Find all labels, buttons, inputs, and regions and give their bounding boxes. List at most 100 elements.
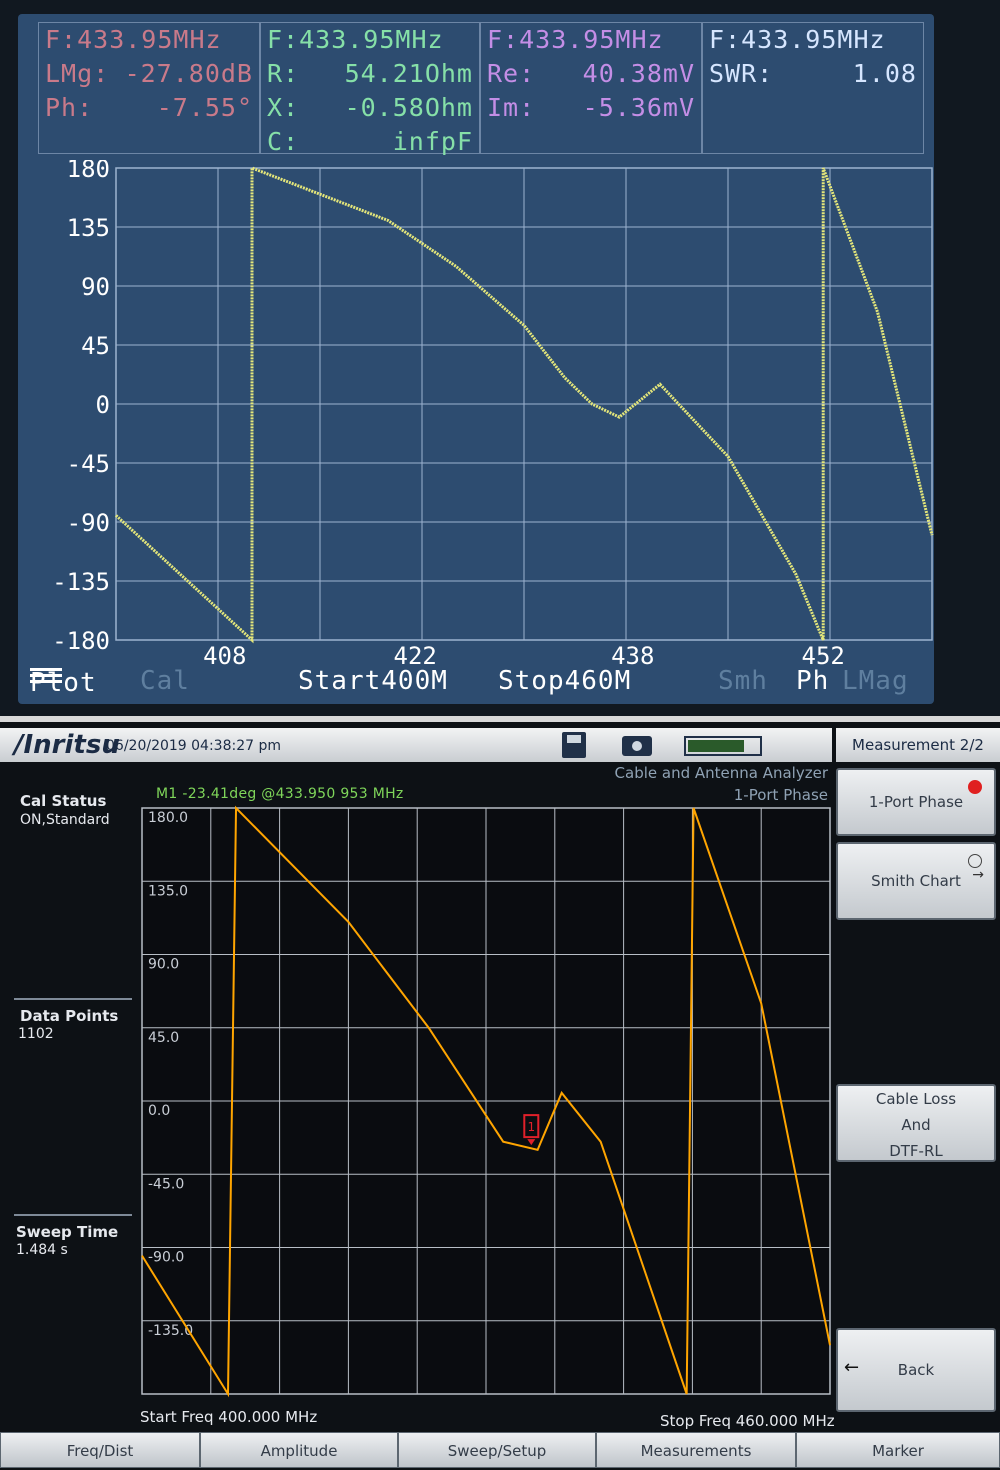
analyzer-mode: Cable and Antenna Analyzer bbox=[614, 764, 828, 782]
marker-number: 1 bbox=[527, 1120, 535, 1134]
anritsu-screen: /Inritsu 06/20/2019 04:38:27 pm Cable an… bbox=[0, 722, 1000, 1470]
cal-status-value: ON,Standard bbox=[20, 812, 110, 828]
measurement-mode: 1-Port Phase bbox=[733, 786, 828, 804]
x-tick-label: 438 bbox=[611, 642, 654, 670]
smith-chart-label: Smith Chart bbox=[871, 872, 961, 890]
vna-display bbox=[18, 14, 934, 704]
cable-loss-label-3: DTF-RL bbox=[889, 1142, 943, 1160]
swr-freq: F:433.95MHz bbox=[709, 25, 886, 54]
phase-plot-top: 180 135 90 45 0 -45 -90 -135 -180 408 422 438 452 bbox=[52, 160, 934, 670]
swr-label: SWR: bbox=[709, 59, 774, 88]
c-value: infpF bbox=[392, 127, 473, 156]
cable-loss-label-1: Cable Loss bbox=[875, 1090, 957, 1108]
y-tick-label: 45 bbox=[81, 332, 110, 360]
stop-freq: Stop Freq 460.000 MHz bbox=[660, 1412, 835, 1430]
y-tick-label: 0 bbox=[96, 391, 110, 419]
swr-panel: F:433.95MHz SWR: 1.08 bbox=[702, 22, 924, 154]
sidebar-divider bbox=[14, 1214, 132, 1216]
marker-readout: M1 -23.41deg @433.950 953 MHz bbox=[156, 786, 404, 802]
one-port-phase-button[interactable]: 1-Port Phase bbox=[836, 768, 996, 836]
softkey-menu-title: Measurement 2/2 bbox=[836, 728, 1000, 762]
y-tick-label: -45.0 bbox=[148, 1176, 184, 1192]
swr-value: 1.08 bbox=[852, 59, 917, 88]
re-label: Re: bbox=[487, 59, 536, 88]
impedance-panel: F:433.95MHz R: 54.21Ohm X: -0.58Ohm C: infp… bbox=[260, 22, 480, 156]
main-menu-bar: Freq/Dist Amplitude Sweep/Setup Measurem… bbox=[0, 1430, 1000, 1470]
lmag-mode-button[interactable]: LMag bbox=[842, 666, 909, 696]
status-header: /Inritsu 06/20/2019 04:38:27 pm bbox=[0, 728, 832, 762]
ph-label: Ph: bbox=[45, 93, 94, 122]
y-tick-label: -90.0 bbox=[148, 1250, 184, 1266]
marker-pointer bbox=[527, 1139, 536, 1146]
r-value: 54.21Ohm bbox=[344, 59, 473, 88]
y-tick-label: 180 bbox=[67, 160, 110, 183]
y-tick-label: 45.0 bbox=[148, 1030, 179, 1046]
x-label: X: bbox=[267, 93, 300, 122]
sweep-time-value: 1.484 s bbox=[16, 1242, 68, 1258]
vna-bottom-bar: Plot Cal Start400M Stop460M Smh Ph LMag bbox=[0, 664, 1000, 704]
rx-freq: F:433.95MHz bbox=[267, 25, 444, 54]
y-tick-label: -45 bbox=[67, 450, 110, 478]
battery-icon bbox=[684, 736, 762, 756]
save-icon[interactable] bbox=[562, 732, 586, 758]
x-tick-label: 452 bbox=[802, 642, 845, 670]
ph-value: -7.55° bbox=[156, 93, 253, 122]
cal-status-label: Cal Status bbox=[20, 792, 107, 810]
plot-menu-icon bbox=[30, 668, 62, 686]
x-value: -0.58Ohm bbox=[344, 93, 473, 122]
im-label: Im: bbox=[487, 93, 536, 122]
marker-box bbox=[523, 1114, 540, 1139]
phase-mode-button[interactable]: Ph bbox=[796, 666, 830, 696]
sidebar-divider bbox=[14, 998, 132, 1000]
cable-loss-button[interactable]: Cable Loss And DTF-RL bbox=[836, 1084, 996, 1162]
back-arrow-icon: ← bbox=[844, 1357, 860, 1378]
menu-amplitude[interactable]: Amplitude bbox=[200, 1432, 398, 1468]
data-points-label: Data Points bbox=[20, 1007, 119, 1025]
menu-sweep-setup[interactable]: Sweep/Setup bbox=[398, 1432, 596, 1468]
back-button[interactable]: Back ← bbox=[836, 1328, 996, 1412]
phase-plot-bottom: 180.0 135.0 90.0 45.0 0.0 -45.0 -90.0 -135.0 1 bbox=[141, 805, 831, 1398]
smith-chart-button[interactable]: Smith Chart → bbox=[836, 842, 996, 920]
r-label: R: bbox=[267, 59, 300, 88]
plot-label: Plot bbox=[30, 668, 97, 698]
start-freq: Start Freq 400.000 MHz bbox=[140, 1408, 318, 1426]
lmg-value: -27.80dB bbox=[124, 59, 253, 88]
phase-trace bbox=[141, 805, 831, 1398]
camera-icon[interactable] bbox=[622, 736, 652, 756]
lmag-phase-panel: F:433.95MHz LMg: -27.80dB Ph: -7.55° bbox=[38, 22, 260, 154]
y-tick-label: 135.0 bbox=[148, 883, 188, 899]
data-points-value: 1102 bbox=[18, 1026, 54, 1042]
im-value: -5.36mV bbox=[582, 93, 695, 122]
reim-panel: F:433.95MHz Re: 40.38mV Im: -5.36mV bbox=[480, 22, 702, 154]
y-tick-label: 180.0 bbox=[148, 810, 188, 826]
one-port-phase-label: 1-Port Phase bbox=[868, 793, 964, 811]
anritsu-logo: /Inritsu bbox=[14, 730, 120, 760]
y-tick-label: -135.0 bbox=[148, 1323, 193, 1339]
smith-mode-button[interactable]: Smh bbox=[718, 666, 768, 696]
datetime: 06/20/2019 04:38:27 pm bbox=[106, 738, 281, 754]
mode-title: Cable and Antenna Analyzer 1-Port Phase bbox=[615, 762, 828, 806]
reim-freq: F:433.95MHz bbox=[487, 25, 664, 54]
selected-radio-icon bbox=[968, 780, 982, 794]
cal-button[interactable]: Cal bbox=[140, 666, 190, 696]
unselected-radio-icon bbox=[968, 854, 982, 868]
cable-loss-label-2: And bbox=[901, 1116, 931, 1134]
status-sidebar: Cal Status ON,Standard Data Points 1102 … bbox=[0, 782, 136, 1432]
stop-freq-label[interactable]: Stop460M bbox=[498, 666, 632, 696]
y-tick-label: 90.0 bbox=[148, 957, 179, 973]
menu-marker[interactable]: Marker bbox=[796, 1432, 1000, 1468]
y-tick-label: -135 bbox=[52, 568, 110, 596]
submenu-arrow-icon: → bbox=[972, 867, 984, 883]
c-label: C: bbox=[267, 127, 300, 156]
back-label: Back bbox=[897, 1361, 935, 1379]
re-value: 40.38mV bbox=[582, 59, 695, 88]
start-freq-label[interactable]: Start400M bbox=[298, 666, 448, 696]
y-tick-label: -180 bbox=[52, 627, 110, 655]
y-tick-label: 90 bbox=[81, 273, 110, 301]
battery-level bbox=[688, 740, 744, 752]
menu-freq-dist[interactable]: Freq/Dist bbox=[0, 1432, 200, 1468]
menu-measurements[interactable]: Measurements bbox=[596, 1432, 796, 1468]
vna-screen: F:433.95MHz LMg: -27.80dB Ph: -7.55° F:433… bbox=[0, 0, 1000, 716]
x-tick-label: 408 bbox=[203, 642, 246, 670]
y-tick-label: 0.0 bbox=[148, 1103, 170, 1119]
